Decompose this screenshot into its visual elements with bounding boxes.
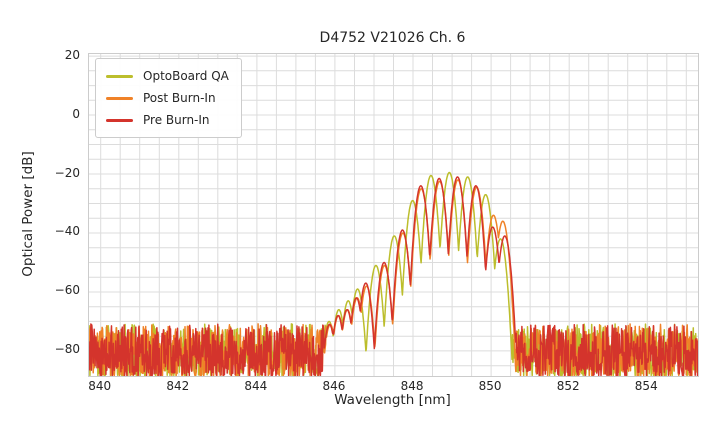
legend-swatch-optoboard-qa (106, 74, 133, 78)
series-line-pre-burn-in (89, 176, 698, 376)
y-tick-label: −20 (54, 165, 80, 180)
x-tick-label: 844 (244, 379, 268, 393)
legend-label-optoboard-qa: OptoBoard QA (143, 69, 229, 83)
x-tick-label: 846 (322, 379, 346, 393)
legend-label-post-burn-in: Post Burn-In (143, 91, 216, 105)
y-tick-label: 0 (72, 106, 80, 121)
legend-item-pre-burn-in: Pre Burn-In (106, 109, 229, 131)
y-tick-label: −60 (54, 283, 80, 298)
x-tick-label: 850 (478, 379, 502, 393)
x-tick-label: 854 (634, 379, 658, 393)
legend-swatch-pre-burn-in (106, 118, 133, 122)
legend-label-pre-burn-in: Pre Burn-In (143, 113, 210, 127)
y-tick-label: −80 (54, 342, 80, 357)
legend: OptoBoard QA Post Burn-In Pre Burn-In (95, 58, 242, 138)
x-tick-label: 840 (88, 379, 112, 393)
legend-item-post-burn-in: Post Burn-In (106, 87, 229, 109)
x-axis-label: Wavelength [nm] (334, 392, 451, 408)
y-tick-label: −40 (54, 224, 80, 239)
x-tick-label: 852 (556, 379, 580, 393)
legend-swatch-post-burn-in (106, 96, 133, 100)
plot-canvas (89, 54, 698, 376)
x-tick-label: 842 (166, 379, 190, 393)
plot-area (88, 53, 699, 377)
legend-item-optoboard-qa: OptoBoard QA (106, 65, 229, 87)
x-tick-label: 848 (400, 379, 424, 393)
y-tick-label: 20 (64, 47, 80, 62)
chart-title: D4752 V21026 Ch. 6 (319, 30, 466, 46)
